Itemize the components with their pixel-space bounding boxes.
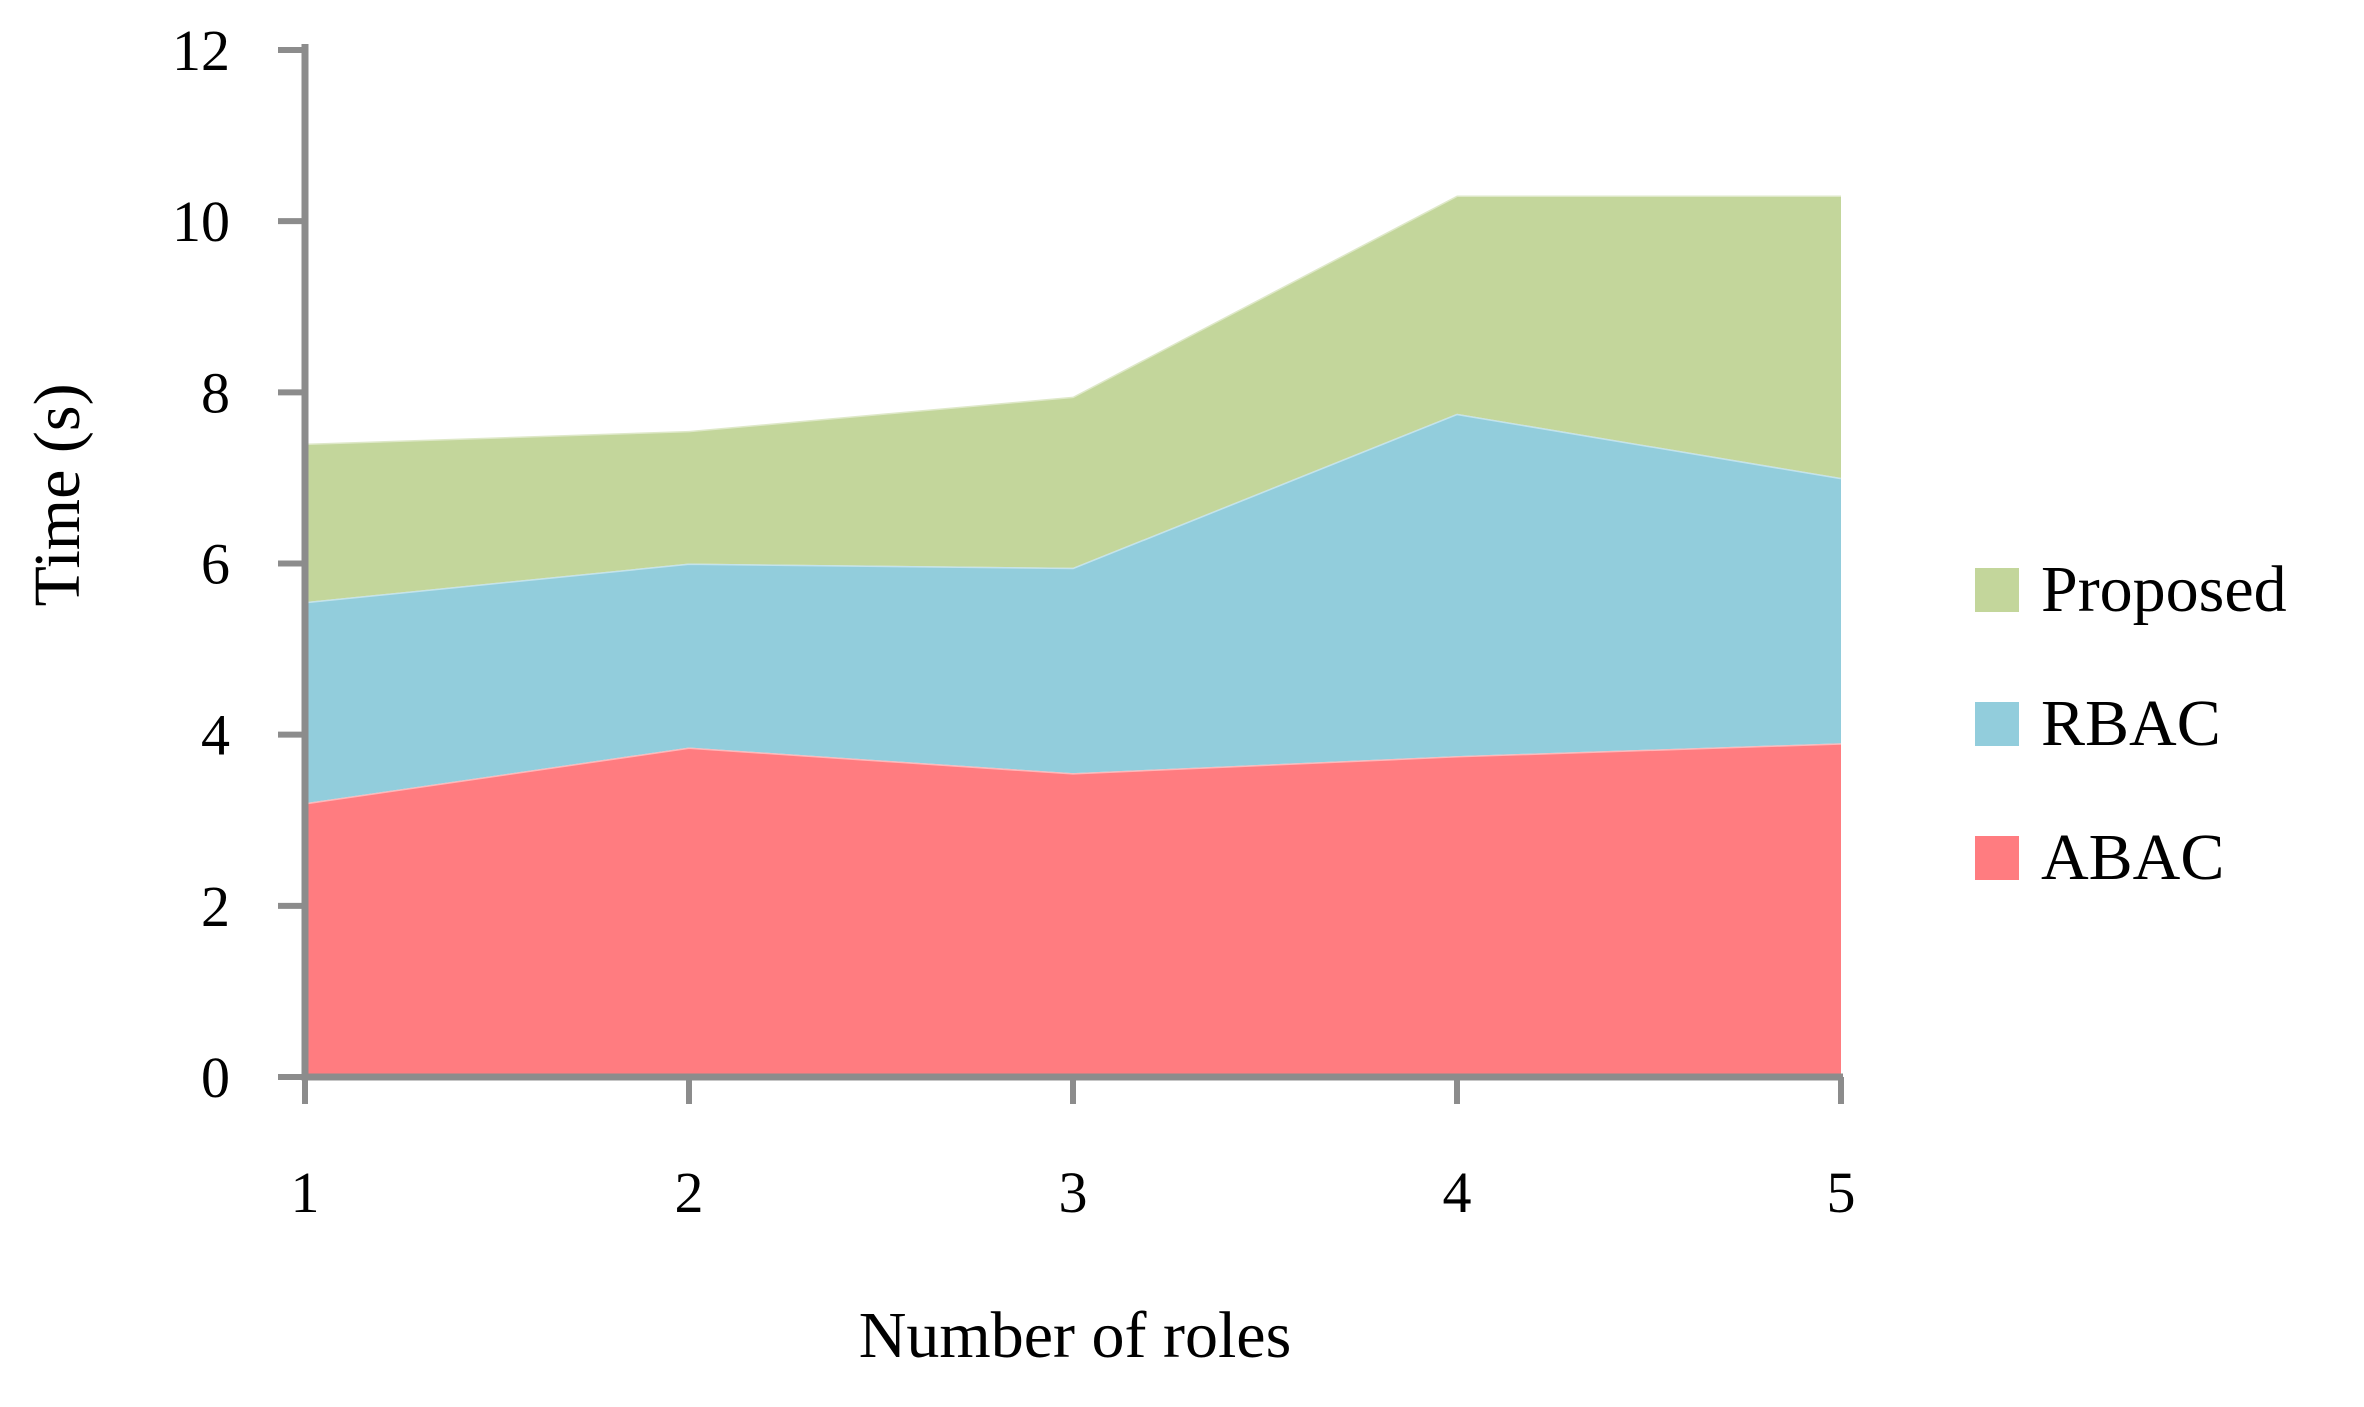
- legend-label-proposed: Proposed: [2041, 553, 2287, 626]
- y-axis-title: Time (s): [21, 383, 94, 607]
- legend-swatch-proposed: [1975, 568, 2019, 612]
- legend-label-rbac: RBAC: [2041, 687, 2221, 760]
- y-tick-label: 2: [201, 874, 230, 939]
- area-proposed: [305, 195, 1841, 603]
- y-tick-label: 8: [201, 360, 230, 425]
- x-tick-label: 2: [675, 1160, 704, 1225]
- area-edge-proposed: [304, 193, 1841, 446]
- legend-item-abac: ABAC: [1975, 820, 2287, 896]
- x-tick-label: 5: [1827, 1160, 1856, 1225]
- y-tick-label: 0: [201, 1045, 230, 1110]
- legend-label-abac: ABAC: [2041, 821, 2225, 894]
- x-tick-label: 3: [1059, 1160, 1088, 1225]
- y-tick-label: 10: [172, 189, 230, 254]
- legend-swatch-rbac: [1975, 702, 2019, 746]
- area-rbac: [305, 413, 1841, 804]
- legend-item-rbac: RBAC: [1975, 686, 2287, 762]
- y-tick-label: 4: [201, 703, 230, 768]
- x-axis-title: Number of roles: [858, 1299, 1292, 1372]
- y-tick-label: 12: [172, 18, 230, 83]
- legend-swatch-abac: [1975, 836, 2019, 880]
- area-abac: [305, 743, 1841, 1077]
- legend-item-proposed: Proposed: [1975, 552, 2287, 628]
- legend: Proposed RBAC ABAC: [1975, 552, 2287, 896]
- x-tick-label: 1: [291, 1160, 320, 1225]
- y-tick-label: 6: [201, 532, 230, 597]
- x-tick-label: 4: [1443, 1160, 1472, 1225]
